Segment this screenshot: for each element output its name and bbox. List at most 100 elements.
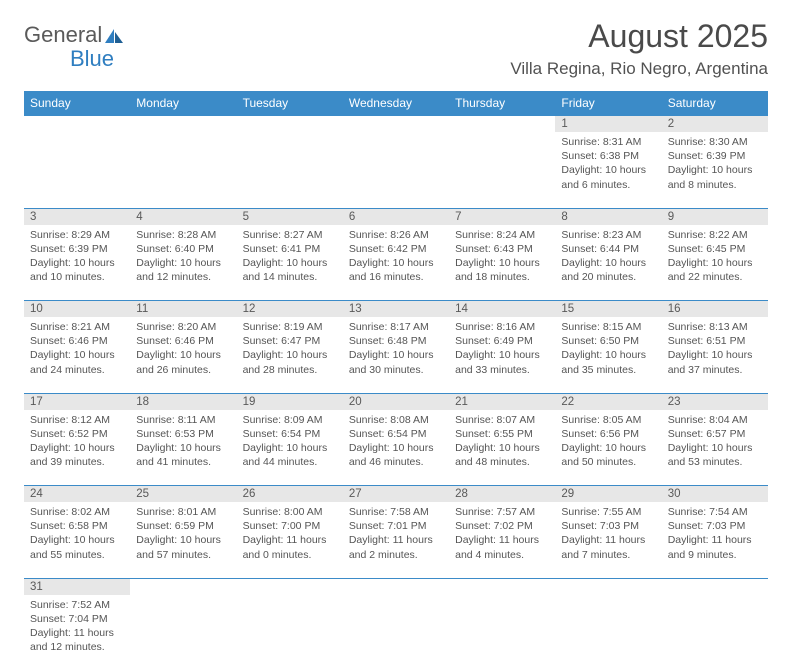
day-number-row: 10111213141516: [24, 301, 768, 318]
day-detail-cell: Sunrise: 8:11 AMSunset: 6:53 PMDaylight:…: [130, 410, 236, 486]
day-number-cell: 31: [24, 578, 130, 595]
day-number-cell: 14: [449, 301, 555, 318]
day-detail-cell: [343, 132, 449, 208]
day-number-cell: 5: [237, 208, 343, 225]
day-number-cell: 25: [130, 486, 236, 503]
day-number-cell: 1: [555, 116, 661, 133]
weekday-header: Thursday: [449, 91, 555, 116]
day-detail-cell: Sunrise: 8:20 AMSunset: 6:46 PMDaylight:…: [130, 317, 236, 393]
day-number-row: 24252627282930: [24, 486, 768, 503]
brand-name-2: Blue: [70, 46, 114, 71]
day-number-cell: [24, 116, 130, 133]
brand-name-1: General: [24, 22, 102, 47]
day-detail-cell: [555, 595, 661, 671]
day-detail-cell: Sunrise: 7:58 AMSunset: 7:01 PMDaylight:…: [343, 502, 449, 578]
day-detail-cell: [130, 595, 236, 671]
day-number-cell: [130, 116, 236, 133]
day-detail-cell: Sunrise: 8:13 AMSunset: 6:51 PMDaylight:…: [662, 317, 768, 393]
location-label: Villa Regina, Rio Negro, Argentina: [510, 59, 768, 79]
day-detail-cell: Sunrise: 8:09 AMSunset: 6:54 PMDaylight:…: [237, 410, 343, 486]
day-detail-cell: Sunrise: 8:08 AMSunset: 6:54 PMDaylight:…: [343, 410, 449, 486]
day-number-cell: 2: [662, 116, 768, 133]
day-detail-cell: Sunrise: 8:28 AMSunset: 6:40 PMDaylight:…: [130, 225, 236, 301]
day-number-cell: 21: [449, 393, 555, 410]
day-number-cell: 18: [130, 393, 236, 410]
day-number-cell: 17: [24, 393, 130, 410]
month-title: August 2025: [510, 18, 768, 55]
day-number-cell: 3: [24, 208, 130, 225]
day-number-cell: 28: [449, 486, 555, 503]
day-detail-cell: Sunrise: 8:12 AMSunset: 6:52 PMDaylight:…: [24, 410, 130, 486]
day-detail-cell: Sunrise: 8:07 AMSunset: 6:55 PMDaylight:…: [449, 410, 555, 486]
day-number-row: 17181920212223: [24, 393, 768, 410]
day-detail-cell: Sunrise: 8:31 AMSunset: 6:38 PMDaylight:…: [555, 132, 661, 208]
day-detail-row: Sunrise: 8:29 AMSunset: 6:39 PMDaylight:…: [24, 225, 768, 301]
weekday-header: Sunday: [24, 91, 130, 116]
day-number-cell: 15: [555, 301, 661, 318]
day-detail-cell: [237, 132, 343, 208]
day-number-row: 12: [24, 116, 768, 133]
calendar-body: 12Sunrise: 8:31 AMSunset: 6:38 PMDayligh…: [24, 116, 768, 671]
day-detail-cell: Sunrise: 8:05 AMSunset: 6:56 PMDaylight:…: [555, 410, 661, 486]
day-detail-cell: Sunrise: 8:23 AMSunset: 6:44 PMDaylight:…: [555, 225, 661, 301]
day-number-cell: 11: [130, 301, 236, 318]
day-detail-cell: Sunrise: 8:19 AMSunset: 6:47 PMDaylight:…: [237, 317, 343, 393]
day-number-cell: 22: [555, 393, 661, 410]
day-number-row: 31: [24, 578, 768, 595]
day-number-cell: [237, 116, 343, 133]
page-header: General Blue August 2025 Villa Regina, R…: [24, 18, 768, 81]
day-detail-cell: Sunrise: 8:27 AMSunset: 6:41 PMDaylight:…: [237, 225, 343, 301]
day-detail-cell: Sunrise: 8:17 AMSunset: 6:48 PMDaylight:…: [343, 317, 449, 393]
day-number-cell: 10: [24, 301, 130, 318]
weekday-header: Tuesday: [237, 91, 343, 116]
day-detail-row: Sunrise: 8:02 AMSunset: 6:58 PMDaylight:…: [24, 502, 768, 578]
day-detail-cell: Sunrise: 8:15 AMSunset: 6:50 PMDaylight:…: [555, 317, 661, 393]
day-detail-cell: Sunrise: 8:21 AMSunset: 6:46 PMDaylight:…: [24, 317, 130, 393]
weekday-header-row: SundayMondayTuesdayWednesdayThursdayFrid…: [24, 91, 768, 116]
sail-icon: [104, 26, 124, 48]
day-detail-cell: Sunrise: 8:01 AMSunset: 6:59 PMDaylight:…: [130, 502, 236, 578]
day-detail-cell: [662, 595, 768, 671]
day-detail-cell: Sunrise: 8:24 AMSunset: 6:43 PMDaylight:…: [449, 225, 555, 301]
day-detail-row: Sunrise: 7:52 AMSunset: 7:04 PMDaylight:…: [24, 595, 768, 671]
day-detail-cell: [343, 595, 449, 671]
day-number-cell: [449, 578, 555, 595]
day-number-cell: 23: [662, 393, 768, 410]
day-number-cell: [343, 116, 449, 133]
day-number-cell: 29: [555, 486, 661, 503]
calendar-table: SundayMondayTuesdayWednesdayThursdayFrid…: [24, 91, 768, 671]
day-number-cell: 20: [343, 393, 449, 410]
day-detail-cell: Sunrise: 8:22 AMSunset: 6:45 PMDaylight:…: [662, 225, 768, 301]
day-number-cell: 13: [343, 301, 449, 318]
brand-logo: General Blue: [24, 24, 124, 70]
day-number-cell: 7: [449, 208, 555, 225]
day-number-cell: [237, 578, 343, 595]
day-detail-cell: [449, 132, 555, 208]
day-detail-row: Sunrise: 8:31 AMSunset: 6:38 PMDaylight:…: [24, 132, 768, 208]
weekday-header: Saturday: [662, 91, 768, 116]
day-number-cell: 16: [662, 301, 768, 318]
day-detail-cell: Sunrise: 7:52 AMSunset: 7:04 PMDaylight:…: [24, 595, 130, 671]
day-number-cell: 9: [662, 208, 768, 225]
day-number-cell: 30: [662, 486, 768, 503]
day-number-cell: 26: [237, 486, 343, 503]
day-number-cell: [130, 578, 236, 595]
day-detail-cell: Sunrise: 8:00 AMSunset: 7:00 PMDaylight:…: [237, 502, 343, 578]
day-detail-row: Sunrise: 8:21 AMSunset: 6:46 PMDaylight:…: [24, 317, 768, 393]
day-number-cell: 8: [555, 208, 661, 225]
title-block: August 2025 Villa Regina, Rio Negro, Arg…: [510, 18, 768, 81]
weekday-header: Wednesday: [343, 91, 449, 116]
day-number-cell: [343, 578, 449, 595]
brand-name: General Blue: [24, 24, 124, 70]
day-number-cell: [449, 116, 555, 133]
day-detail-cell: Sunrise: 7:55 AMSunset: 7:03 PMDaylight:…: [555, 502, 661, 578]
day-detail-cell: Sunrise: 8:26 AMSunset: 6:42 PMDaylight:…: [343, 225, 449, 301]
day-number-cell: 19: [237, 393, 343, 410]
day-number-cell: 6: [343, 208, 449, 225]
day-detail-cell: [449, 595, 555, 671]
day-number-cell: [555, 578, 661, 595]
day-detail-cell: [24, 132, 130, 208]
day-detail-cell: Sunrise: 7:57 AMSunset: 7:02 PMDaylight:…: [449, 502, 555, 578]
day-number-cell: 12: [237, 301, 343, 318]
day-detail-row: Sunrise: 8:12 AMSunset: 6:52 PMDaylight:…: [24, 410, 768, 486]
